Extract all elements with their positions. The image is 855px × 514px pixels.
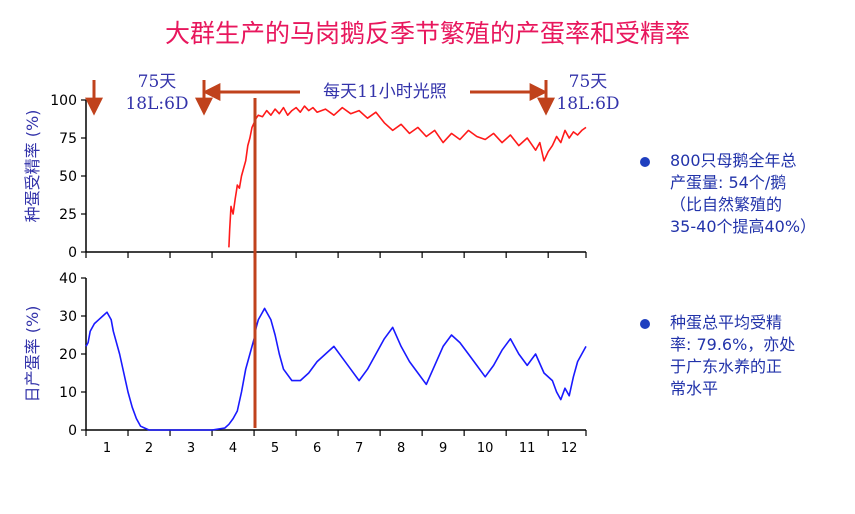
right-light-label: 18L:6D — [556, 94, 620, 114]
top-y-tick-label: 0 — [68, 245, 77, 261]
top-y-tick-label: 25 — [59, 207, 77, 223]
left-light-label: 18L:6D — [125, 94, 189, 114]
bullet-2-line-3: 于广东水养的正 — [670, 357, 783, 376]
bullet-text-2: 种蛋总平均受精 率: 79.6%，亦处 于广东水养的正 常水平 — [670, 312, 795, 400]
bullet-dot-2 — [640, 319, 650, 329]
bottom-y-tick-label: 10 — [59, 385, 77, 401]
bottom-y-tick-label: 40 — [59, 271, 77, 287]
right-days-label: 75天 — [568, 72, 608, 92]
bottom-x-tick-label: 10 — [477, 441, 494, 456]
fertility-chart: 0 25 50 75 100 — [50, 93, 587, 261]
bottom-x-tick-label: 3 — [187, 441, 195, 456]
bottom-x-tick-label: 2 — [145, 441, 153, 456]
bottom-x-tick-label: 5 — [271, 441, 279, 456]
bullet-1-line-2: 产蛋量: 54个/鹅 — [670, 173, 787, 192]
bottom-y-tick-label: 0 — [68, 423, 77, 439]
bottom-x-tick-label: 8 — [397, 441, 405, 456]
bullet-2-line-2: 率: 79.6%，亦处 — [670, 335, 796, 354]
top-series-line-0 — [228, 105, 587, 248]
bottom-x-tick-label: 4 — [229, 441, 237, 456]
bullet-2-line-4: 常水平 — [670, 379, 719, 398]
bottom-x-tick-label: 9 — [439, 441, 447, 456]
bullet-1-line-4: 35-40个提高40%） — [670, 217, 817, 236]
bullet-1-line-1: 800只母鹅全年总 — [670, 151, 797, 170]
bottom-x-tick-label: 12 — [561, 441, 578, 456]
bottom-y-tick-label: 30 — [59, 309, 77, 325]
bottom-series-line-0 — [85, 307, 587, 431]
top-y-axis-label: 种蛋受精率 (%) — [23, 109, 42, 223]
bullet-2-line-1: 种蛋总平均受精 — [670, 313, 783, 332]
bullet-text-1: 800只母鹅全年总 产蛋量: 54个/鹅 （比自然繁殖的 35-40个提高40%… — [670, 150, 816, 238]
light-program-arrows — [85, 80, 555, 428]
top-y-tick-label: 75 — [59, 131, 77, 147]
bottom-x-tick-label: 6 — [313, 441, 321, 456]
middle-light-label: 每天11小时光照 — [323, 82, 447, 102]
bottom-x-tick-label: 7 — [355, 441, 363, 456]
slide-title: 大群生产的马岗鹅反季节繁殖的产蛋率和受精率 — [164, 19, 690, 48]
left-days-label: 75天 — [137, 72, 177, 92]
bottom-y-axis-label: 日产蛋率 (%) — [23, 305, 42, 403]
bottom-x-tick-label: 11 — [519, 441, 536, 456]
bullet-dot-1 — [640, 157, 650, 167]
top-y-tick-label: 100 — [50, 93, 77, 109]
bullet-1-line-3: （比自然繁殖的 — [670, 195, 783, 214]
bottom-y-tick-label: 20 — [59, 347, 77, 363]
bottom-x-tick-label: 1 — [103, 441, 111, 456]
top-y-tick-label: 50 — [59, 169, 77, 185]
